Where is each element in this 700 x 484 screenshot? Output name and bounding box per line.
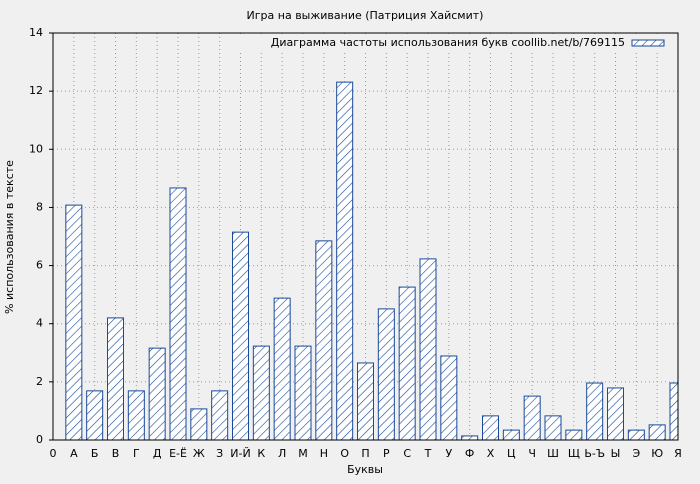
x-tick-label: Т bbox=[424, 447, 432, 460]
bar bbox=[627, 429, 645, 440]
bar bbox=[169, 187, 187, 440]
x-tick-label: Ь-Ъ bbox=[584, 447, 605, 460]
bar bbox=[523, 395, 541, 440]
legend-swatch bbox=[631, 39, 665, 47]
y-tick-label: 6 bbox=[36, 259, 43, 272]
x-tick-label: Я bbox=[674, 447, 682, 460]
y-tick-label: 14 bbox=[29, 26, 43, 39]
legend-label: Диаграмма частоты использования букв coo… bbox=[271, 36, 625, 49]
bar bbox=[190, 408, 208, 440]
x-tick-label: Н bbox=[320, 447, 328, 460]
bar bbox=[482, 415, 499, 440]
x-tick-label: Е-Ё bbox=[169, 447, 187, 460]
bar bbox=[544, 415, 562, 440]
legend-background bbox=[240, 35, 675, 51]
bar bbox=[65, 204, 83, 440]
bar bbox=[294, 345, 312, 440]
x-tick-label: И-Й bbox=[230, 447, 250, 460]
bar bbox=[315, 240, 333, 440]
x-tick-label: У bbox=[445, 447, 452, 460]
bar bbox=[419, 258, 437, 440]
x-tick-label: Ф bbox=[465, 447, 474, 460]
y-axis-label: % использования в тексте bbox=[3, 160, 16, 314]
bar bbox=[565, 429, 583, 440]
x-axis-label: Буквы bbox=[347, 463, 383, 476]
x-tick-label: З bbox=[216, 447, 223, 460]
bar bbox=[86, 390, 104, 440]
bar bbox=[148, 347, 166, 440]
y-tick-label: 12 bbox=[29, 84, 43, 97]
x-tick-label: Д bbox=[153, 447, 162, 460]
x-tick-label: Ы bbox=[611, 447, 621, 460]
bar bbox=[252, 345, 270, 440]
x-tick-label: Ч bbox=[528, 447, 536, 460]
bar bbox=[586, 382, 604, 440]
bar bbox=[377, 308, 395, 440]
x-tick-label: Л bbox=[278, 447, 286, 460]
x-tick-label: Ц bbox=[507, 447, 516, 460]
y-tick-label: 4 bbox=[36, 317, 43, 330]
x-tick-label: Ш bbox=[547, 447, 559, 460]
bar bbox=[440, 355, 458, 440]
chart-title: Игра на выживание (Патриция Хайсмит) bbox=[247, 9, 484, 22]
x-tick-label: В bbox=[112, 447, 120, 460]
y-tick-label: 0 bbox=[36, 433, 43, 446]
bar bbox=[336, 81, 354, 440]
x-tick-label: Щ bbox=[568, 447, 580, 460]
y-tick-label: 2 bbox=[36, 375, 43, 388]
bar bbox=[273, 297, 291, 440]
y-tick-label: 10 bbox=[29, 142, 43, 155]
x-tick-label: О bbox=[340, 447, 349, 460]
bar bbox=[232, 231, 249, 440]
x-tick-label: П bbox=[361, 447, 369, 460]
bar bbox=[669, 382, 678, 440]
x-tick-label: Б bbox=[91, 447, 99, 460]
x-tick-label: К bbox=[257, 447, 265, 460]
bar bbox=[607, 387, 624, 440]
bar bbox=[211, 390, 229, 440]
bar bbox=[357, 362, 374, 440]
x-tick-label: А bbox=[70, 447, 78, 460]
y-tick-label: 8 bbox=[36, 200, 43, 213]
x-tick-label: 0 bbox=[50, 447, 57, 460]
bar bbox=[107, 317, 124, 440]
bar bbox=[398, 286, 416, 440]
x-tick-label: Р bbox=[383, 447, 390, 460]
x-tick-label: Ж bbox=[193, 447, 205, 460]
x-tick-label: Э bbox=[632, 447, 640, 460]
x-tick-label: М bbox=[298, 447, 308, 460]
bar bbox=[502, 429, 520, 440]
plot-frame bbox=[52, 32, 679, 441]
bar bbox=[127, 390, 145, 440]
x-tick-label: С bbox=[403, 447, 411, 460]
bar bbox=[648, 424, 666, 440]
x-tick-label: Х bbox=[487, 447, 495, 460]
bar bbox=[461, 435, 479, 440]
x-tick-label: Ю bbox=[651, 447, 663, 460]
x-tick-label: Г bbox=[133, 447, 140, 460]
